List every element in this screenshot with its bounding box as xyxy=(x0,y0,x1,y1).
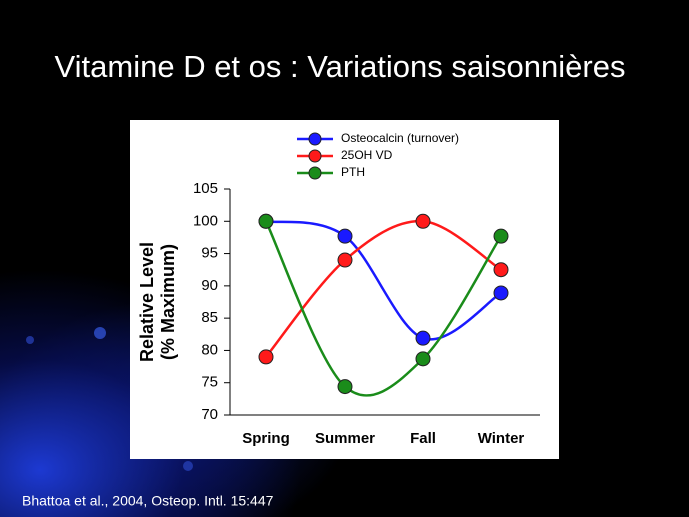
y-tick-label: 90 xyxy=(201,277,218,294)
y-tick-label: 70 xyxy=(201,406,218,423)
decor-dot xyxy=(26,336,34,344)
slide-title: Vitamine D et os : Variations saisonnièr… xyxy=(55,49,626,84)
x-tick-label: Summer xyxy=(315,430,375,447)
data-point xyxy=(493,228,509,244)
decor-dot xyxy=(94,327,106,339)
y-axis-label: Relative Level(% Maximum) xyxy=(137,242,178,362)
y-tick-label: 75 xyxy=(201,374,218,391)
y-tick-label: 85 xyxy=(201,309,218,326)
y-tick-label: 95 xyxy=(201,245,218,262)
decor-dot xyxy=(183,461,193,471)
data-point xyxy=(337,379,353,395)
source-note: Bhattoa et al., 2004, Osteop. Intl. 15:4… xyxy=(22,493,274,509)
legend-label: Osteocalcin (turnover) xyxy=(341,131,459,145)
y-tick-label: 80 xyxy=(201,341,218,358)
data-point xyxy=(415,351,431,367)
series-line xyxy=(265,220,502,341)
legend-label: PTH xyxy=(341,165,365,179)
y-tick-label: 105 xyxy=(193,180,218,197)
chart-panel xyxy=(130,120,559,459)
data-point xyxy=(337,252,353,268)
x-tick-label: Winter xyxy=(478,430,525,447)
data-point xyxy=(415,330,431,346)
data-point xyxy=(337,228,353,244)
legend-marker xyxy=(308,166,322,180)
series-line xyxy=(265,220,502,358)
x-tick-label: Spring xyxy=(242,430,290,447)
x-tick-label: Fall xyxy=(410,430,436,447)
data-point xyxy=(493,262,509,278)
y-axis-label-line: (% Maximum) xyxy=(158,244,178,360)
series-line xyxy=(264,220,503,397)
chart: 70 75 80 85 90 95 100 105 Spring Summer Fall Winter… xyxy=(137,131,540,447)
data-point xyxy=(415,213,431,229)
data-point xyxy=(493,285,509,301)
legend-label: 25OH VD xyxy=(341,148,393,162)
y-tick-label: 100 xyxy=(193,212,218,229)
legend-marker xyxy=(308,149,322,163)
legend-marker xyxy=(308,132,322,146)
data-point xyxy=(258,349,274,365)
y-axis-label-line: Relative Level xyxy=(137,242,157,362)
data-point xyxy=(258,213,274,229)
